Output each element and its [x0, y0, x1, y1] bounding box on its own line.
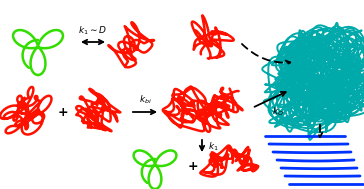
Text: +: +	[58, 106, 68, 119]
Text: +: +	[188, 160, 198, 173]
Text: $k_O$: $k_O$	[272, 106, 284, 119]
Text: $k_1$$\sim$$D$: $k_1$$\sim$$D$	[79, 25, 107, 37]
Text: $k_{bi}$: $k_{bi}$	[139, 94, 151, 106]
Text: $k_1$: $k_1$	[208, 141, 219, 153]
